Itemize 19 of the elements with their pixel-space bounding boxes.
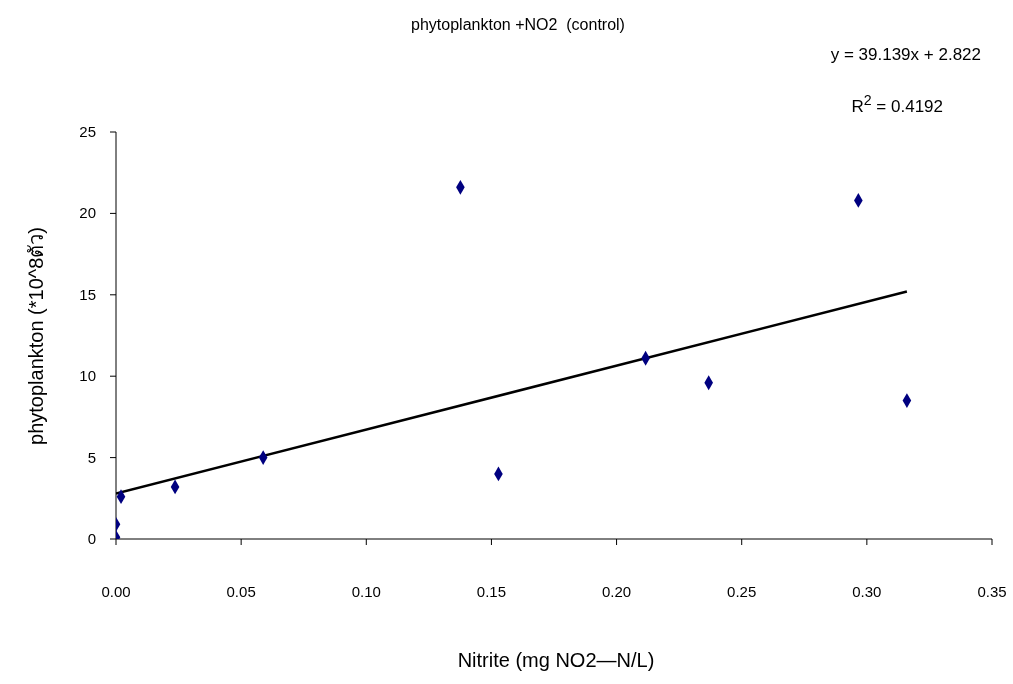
x-tick-label: 0.25 [727,583,757,600]
y-tick-label: 10 [79,367,96,385]
y-axis-title: phytoplankton (*10^8ตัว) [24,227,48,445]
chart-title: phytoplankton +NO2 (control) [410,16,626,34]
x-tick-label: 0.05 [226,583,256,600]
y-tick-label: 15 [79,285,96,303]
x-tick-label: 0.20 [601,583,632,600]
text: y = 39.139x + 2.822 [830,45,981,65]
text: R$^{2}$ = 0.4192 [851,92,943,117]
y-tick-label: 25 [79,123,96,140]
x-tick-label: 0.00 [101,583,131,600]
x-tick-label: 0.30 [852,583,882,600]
y-tick-label: 5 [87,448,96,466]
x-tick-label: 0.35 [977,583,1007,600]
y-tick-label: 0 [87,530,96,547]
x-tick-label: 0.10 [351,583,381,600]
y-tick-label: 20 [79,204,96,222]
x-tick-label: 0.15 [476,583,507,600]
x-axis-title: Nitrite (mg NO2—N/L) [456,649,656,672]
